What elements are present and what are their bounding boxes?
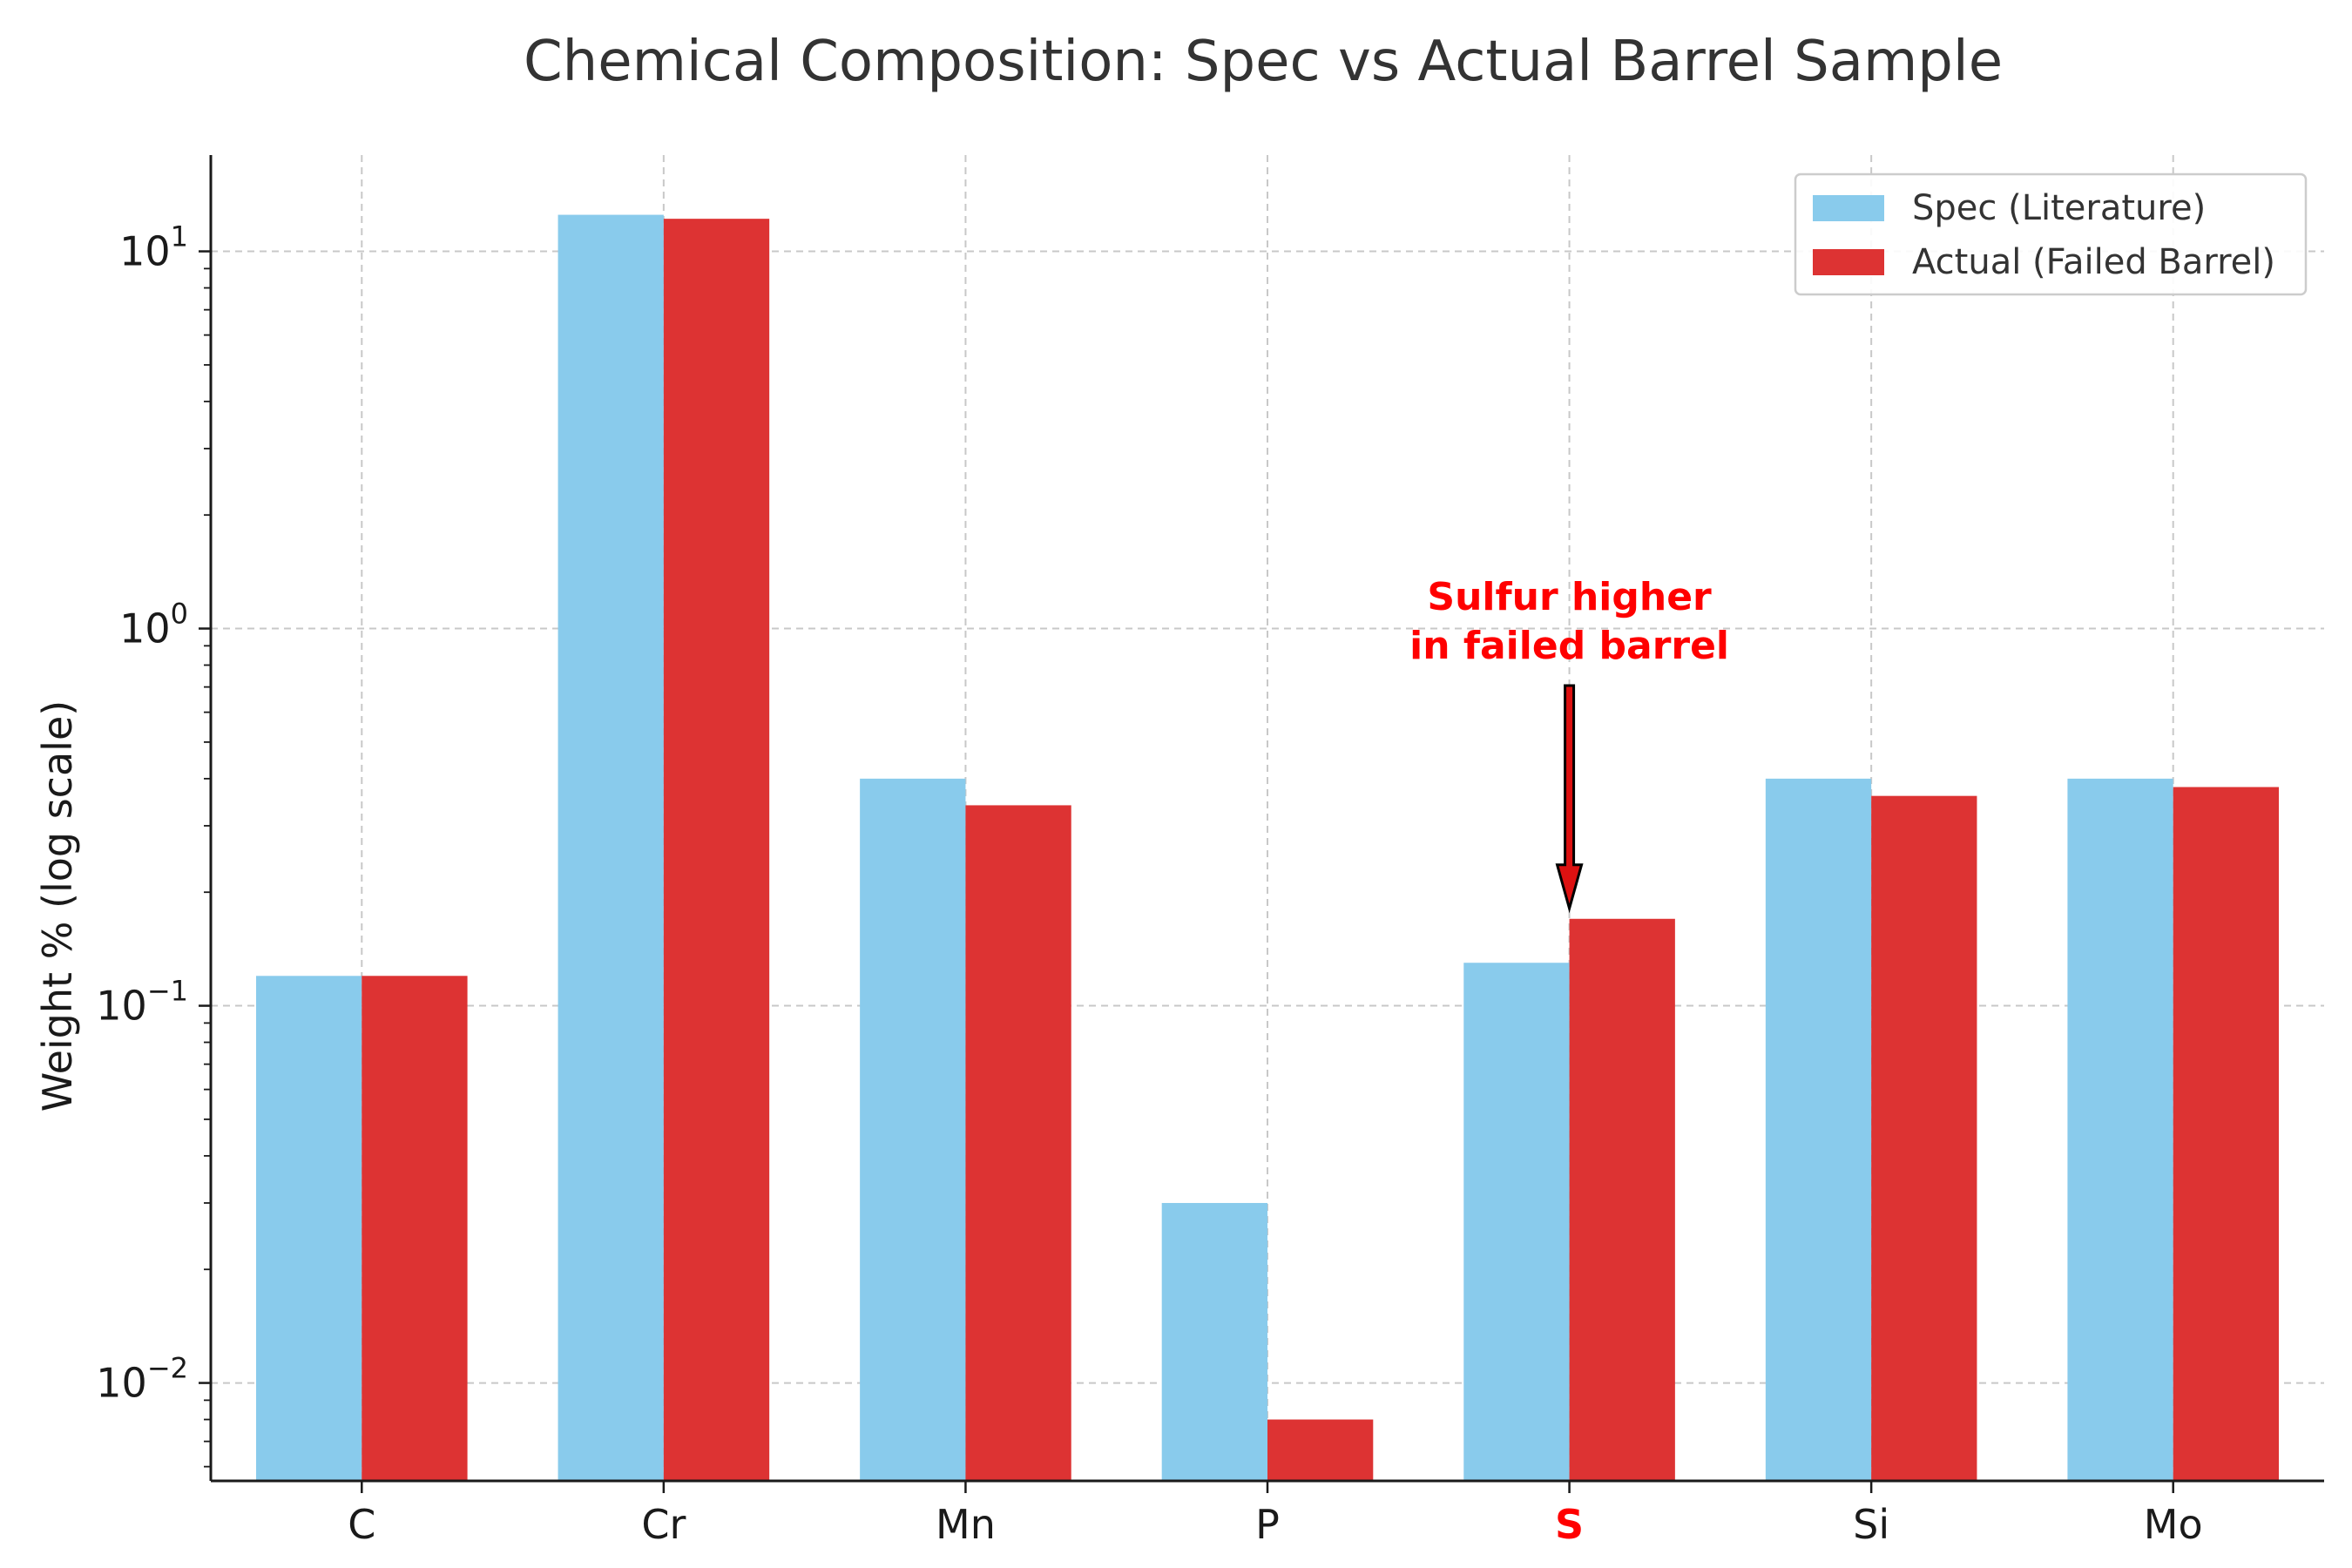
legend: Spec (Literature) Actual (Failed Barrel) xyxy=(1794,172,2308,296)
x-tick-label-S: S xyxy=(1555,1501,1584,1548)
x-tick-label-C: C xyxy=(348,1501,375,1548)
x-tick-label-Si: Si xyxy=(1853,1501,1889,1548)
bar-actual-Mn xyxy=(965,805,1071,1481)
bar-actual-Si xyxy=(1871,795,1977,1481)
y-tick-labels: 10−2 10−1 100 101 xyxy=(96,220,188,1407)
x-tick-label-P: P xyxy=(1255,1501,1280,1548)
annotation-text-line: Sulfur higher xyxy=(1427,575,1712,619)
bar-spec-S xyxy=(1463,963,1570,1481)
bar-actual-S xyxy=(1569,918,1675,1481)
legend-swatch xyxy=(1813,249,1884,275)
annotation: Sulfur higher in failed barrel xyxy=(1409,575,1729,914)
annotation-text-line: in failed barrel xyxy=(1409,624,1729,668)
chart-title: Chemical Composition: Spec vs Actual Bar… xyxy=(524,30,2003,94)
y-tick-label: 100 xyxy=(119,598,188,652)
legend-label: Spec (Literature) xyxy=(1912,188,2206,228)
bars xyxy=(255,214,2280,1481)
annotation-arrow xyxy=(1555,684,1584,914)
bar-spec-Mn xyxy=(860,778,966,1481)
bar-spec-Si xyxy=(1765,778,1872,1481)
bar-spec-P xyxy=(1161,1202,1267,1481)
y-tick-label: 101 xyxy=(119,220,188,275)
x-tick-labels: C Cr Mn P S Si Mo xyxy=(348,1501,2202,1548)
legend-label: Actual (Failed Barrel) xyxy=(1912,242,2275,282)
y-tick-label: 10−1 xyxy=(96,975,188,1030)
x-tick-label-Cr: Cr xyxy=(641,1501,686,1548)
bar-spec-C xyxy=(255,976,362,1481)
bar-actual-Mo xyxy=(2173,787,2280,1481)
axes xyxy=(199,155,2324,1493)
bar-spec-Cr xyxy=(558,214,664,1481)
x-tick-label-Mo: Mo xyxy=(2144,1501,2203,1548)
bar-actual-P xyxy=(1267,1419,1374,1481)
y-axis-label: Weight % (log scale) xyxy=(34,700,81,1112)
legend-swatch xyxy=(1813,195,1884,221)
y-tick-label: 10−2 xyxy=(96,1352,188,1407)
x-tick-label-Mn: Mn xyxy=(936,1501,996,1548)
bar-spec-Mo xyxy=(2067,778,2173,1481)
bar-actual-C xyxy=(362,976,468,1481)
bar-actual-Cr xyxy=(663,219,770,1481)
legend-box xyxy=(1794,172,2308,296)
